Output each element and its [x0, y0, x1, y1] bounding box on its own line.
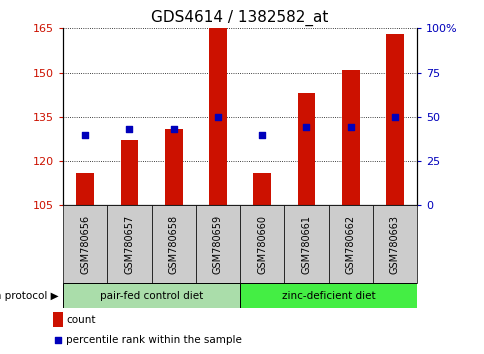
- Bar: [53, 313, 62, 327]
- Text: percentile rank within the sample: percentile rank within the sample: [66, 335, 242, 345]
- Bar: [63, 205, 107, 283]
- Bar: [196, 205, 240, 283]
- Point: [169, 126, 177, 132]
- Bar: [341, 70, 359, 205]
- Bar: [284, 205, 328, 283]
- Bar: [76, 173, 94, 205]
- Point: [258, 132, 266, 137]
- Text: growth protocol ▶: growth protocol ▶: [0, 291, 58, 301]
- Bar: [209, 28, 227, 205]
- Bar: [240, 283, 416, 308]
- Bar: [165, 129, 182, 205]
- Text: pair-fed control diet: pair-fed control diet: [100, 291, 203, 301]
- Text: GSM780657: GSM780657: [124, 215, 134, 274]
- Text: count: count: [66, 315, 96, 325]
- Text: GSM780656: GSM780656: [80, 215, 90, 274]
- Point: [125, 126, 133, 132]
- Bar: [121, 141, 138, 205]
- Text: GSM780658: GSM780658: [168, 215, 178, 274]
- Text: zinc-deficient diet: zinc-deficient diet: [281, 291, 375, 301]
- Bar: [63, 283, 240, 308]
- Bar: [253, 173, 271, 205]
- Point: [390, 114, 398, 120]
- Point: [213, 114, 221, 120]
- Text: GSM780662: GSM780662: [345, 215, 355, 274]
- Text: GSM780661: GSM780661: [301, 215, 311, 274]
- Text: GSM780659: GSM780659: [212, 215, 223, 274]
- Point: [54, 337, 61, 343]
- Bar: [385, 34, 403, 205]
- Bar: [240, 205, 284, 283]
- Bar: [372, 205, 416, 283]
- Bar: [297, 93, 315, 205]
- Point: [346, 125, 354, 130]
- Bar: [107, 205, 151, 283]
- Bar: [151, 205, 196, 283]
- Point: [302, 125, 310, 130]
- Text: GSM780663: GSM780663: [389, 215, 399, 274]
- Point: [81, 132, 89, 137]
- Bar: [328, 205, 372, 283]
- Text: GSM780660: GSM780660: [257, 215, 267, 274]
- Title: GDS4614 / 1382582_at: GDS4614 / 1382582_at: [151, 9, 328, 25]
